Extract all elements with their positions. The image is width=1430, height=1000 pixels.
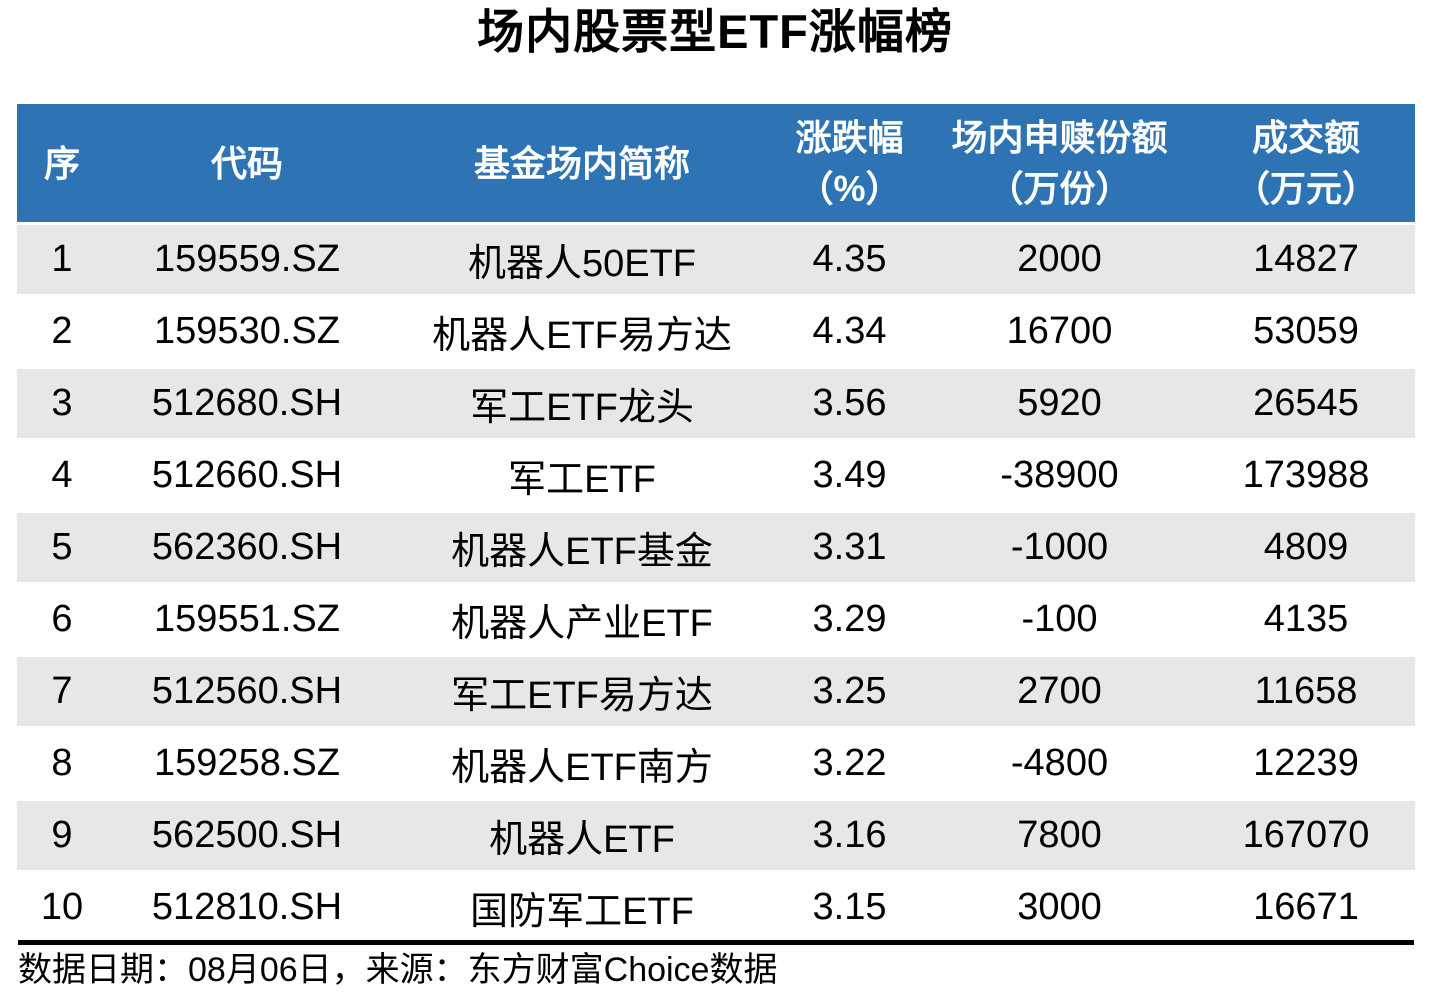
cell-turnover: 26545 (1197, 369, 1415, 441)
column-header-label: 场内申赎份额 (951, 117, 1168, 158)
column-header-label: 涨跌幅 (795, 117, 904, 158)
cell-index: 10 (17, 873, 107, 945)
column-header-label: 成交额 (1251, 117, 1360, 158)
cell-index: 7 (17, 657, 107, 729)
cell-fund-name: 国防军工ETF (387, 873, 777, 945)
divider-rule (18, 940, 1414, 945)
column-header-label: （万元） (1233, 168, 1378, 209)
cell-shares: 2700 (922, 657, 1197, 729)
table-row: 4 512660.SH 军工ETF 3.49 -38900 173988 (17, 441, 1415, 513)
cell-index: 3 (17, 369, 107, 441)
cell-turnover: 4135 (1197, 585, 1415, 657)
cell-fund-name: 军工ETF易方达 (387, 657, 777, 729)
cell-index: 1 (17, 225, 107, 297)
cell-code: 562500.SH (107, 801, 387, 873)
page-title: 场内股票型ETF涨幅榜 (477, 5, 953, 58)
cell-fund-name: 机器人50ETF (387, 225, 777, 297)
column-header-index: 序 (17, 104, 107, 225)
cell-change-pct: 3.15 (777, 873, 922, 945)
cell-fund-name: 机器人ETF (387, 801, 777, 873)
cell-index: 8 (17, 729, 107, 801)
table-row: 9 562500.SH 机器人ETF 3.16 7800 167070 (17, 801, 1415, 873)
cell-change-pct: 3.25 (777, 657, 922, 729)
cell-change-pct: 3.29 (777, 585, 922, 657)
cell-turnover: 16671 (1197, 873, 1415, 945)
cell-change-pct: 4.34 (777, 297, 922, 369)
cell-turnover: 12239 (1197, 729, 1415, 801)
cell-fund-name: 机器人ETF基金 (387, 513, 777, 585)
cell-turnover: 14827 (1197, 225, 1415, 297)
cell-shares: 5920 (922, 369, 1197, 441)
cell-index: 2 (17, 297, 107, 369)
cell-fund-name: 机器人ETF南方 (387, 729, 777, 801)
table-row: 3 512680.SH 军工ETF龙头 3.56 5920 26545 (17, 369, 1415, 441)
data-source-note: 数据日期：08月06日，来源：东方财富Choice数据 (18, 951, 778, 989)
column-header-turnover: 成交额 （万元） (1197, 104, 1415, 225)
cell-turnover: 11658 (1197, 657, 1415, 729)
cell-code: 512660.SH (107, 441, 387, 513)
cell-index: 6 (17, 585, 107, 657)
table-row: 8 159258.SZ 机器人ETF南方 3.22 -4800 12239 (17, 729, 1415, 801)
cell-change-pct: 3.16 (777, 801, 922, 873)
cell-code: 562360.SH (107, 513, 387, 585)
cell-shares: -38900 (922, 441, 1197, 513)
column-header-change-pct: 涨跌幅 （%） (777, 104, 922, 225)
table-row: 6 159551.SZ 机器人产业ETF 3.29 -100 4135 (17, 585, 1415, 657)
cell-code: 512560.SH (107, 657, 387, 729)
table-row: 10 512810.SH 国防军工ETF 3.15 3000 16671 (17, 873, 1415, 945)
cell-code: 512680.SH (107, 369, 387, 441)
etf-ranking-table: 序 代码 基金场内简称 涨跌幅 （%） 场内申赎份额 （万份） 成交额 （万元 (17, 104, 1415, 945)
cell-index: 4 (17, 441, 107, 513)
cell-change-pct: 3.31 (777, 513, 922, 585)
cell-turnover: 4809 (1197, 513, 1415, 585)
cell-change-pct: 3.22 (777, 729, 922, 801)
cell-code: 512810.SH (107, 873, 387, 945)
column-header-label: 基金场内简称 (473, 142, 690, 184)
cell-shares: 7800 (922, 801, 1197, 873)
cell-change-pct: 3.56 (777, 369, 922, 441)
cell-fund-name: 机器人ETF易方达 (387, 297, 777, 369)
cell-shares: 3000 (922, 873, 1197, 945)
cell-fund-name: 军工ETF (387, 441, 777, 513)
cell-fund-name: 机器人产业ETF (387, 585, 777, 657)
cell-index: 5 (17, 513, 107, 585)
column-header-label: （%） (797, 168, 902, 209)
cell-change-pct: 4.35 (777, 225, 922, 297)
table-row: 1 159559.SZ 机器人50ETF 4.35 2000 14827 (17, 225, 1415, 297)
cell-index: 9 (17, 801, 107, 873)
cell-fund-name: 军工ETF龙头 (387, 369, 777, 441)
cell-shares: -4800 (922, 729, 1197, 801)
column-header-shares: 场内申赎份额 （万份） (922, 104, 1197, 225)
table-row: 7 512560.SH 军工ETF易方达 3.25 2700 11658 (17, 657, 1415, 729)
table-row: 2 159530.SZ 机器人ETF易方达 4.34 16700 53059 (17, 297, 1415, 369)
cell-change-pct: 3.49 (777, 441, 922, 513)
cell-shares: 2000 (922, 225, 1197, 297)
column-header-label: （万份） (987, 168, 1132, 209)
cell-code: 159559.SZ (107, 225, 387, 297)
table-header: 序 代码 基金场内简称 涨跌幅 （%） 场内申赎份额 （万份） 成交额 （万元 (17, 104, 1415, 225)
cell-turnover: 53059 (1197, 297, 1415, 369)
cell-shares: -1000 (922, 513, 1197, 585)
column-header-label: 代码 (210, 142, 283, 184)
cell-shares: -100 (922, 585, 1197, 657)
column-header-code: 代码 (107, 104, 387, 225)
column-header-fund-name: 基金场内简称 (387, 104, 777, 225)
column-header-label: 序 (43, 142, 80, 184)
cell-turnover: 173988 (1197, 441, 1415, 513)
cell-code: 159530.SZ (107, 297, 387, 369)
cell-code: 159258.SZ (107, 729, 387, 801)
cell-code: 159551.SZ (107, 585, 387, 657)
table-row: 5 562360.SH 机器人ETF基金 3.31 -1000 4809 (17, 513, 1415, 585)
cell-turnover: 167070 (1197, 801, 1415, 873)
cell-shares: 16700 (922, 297, 1197, 369)
